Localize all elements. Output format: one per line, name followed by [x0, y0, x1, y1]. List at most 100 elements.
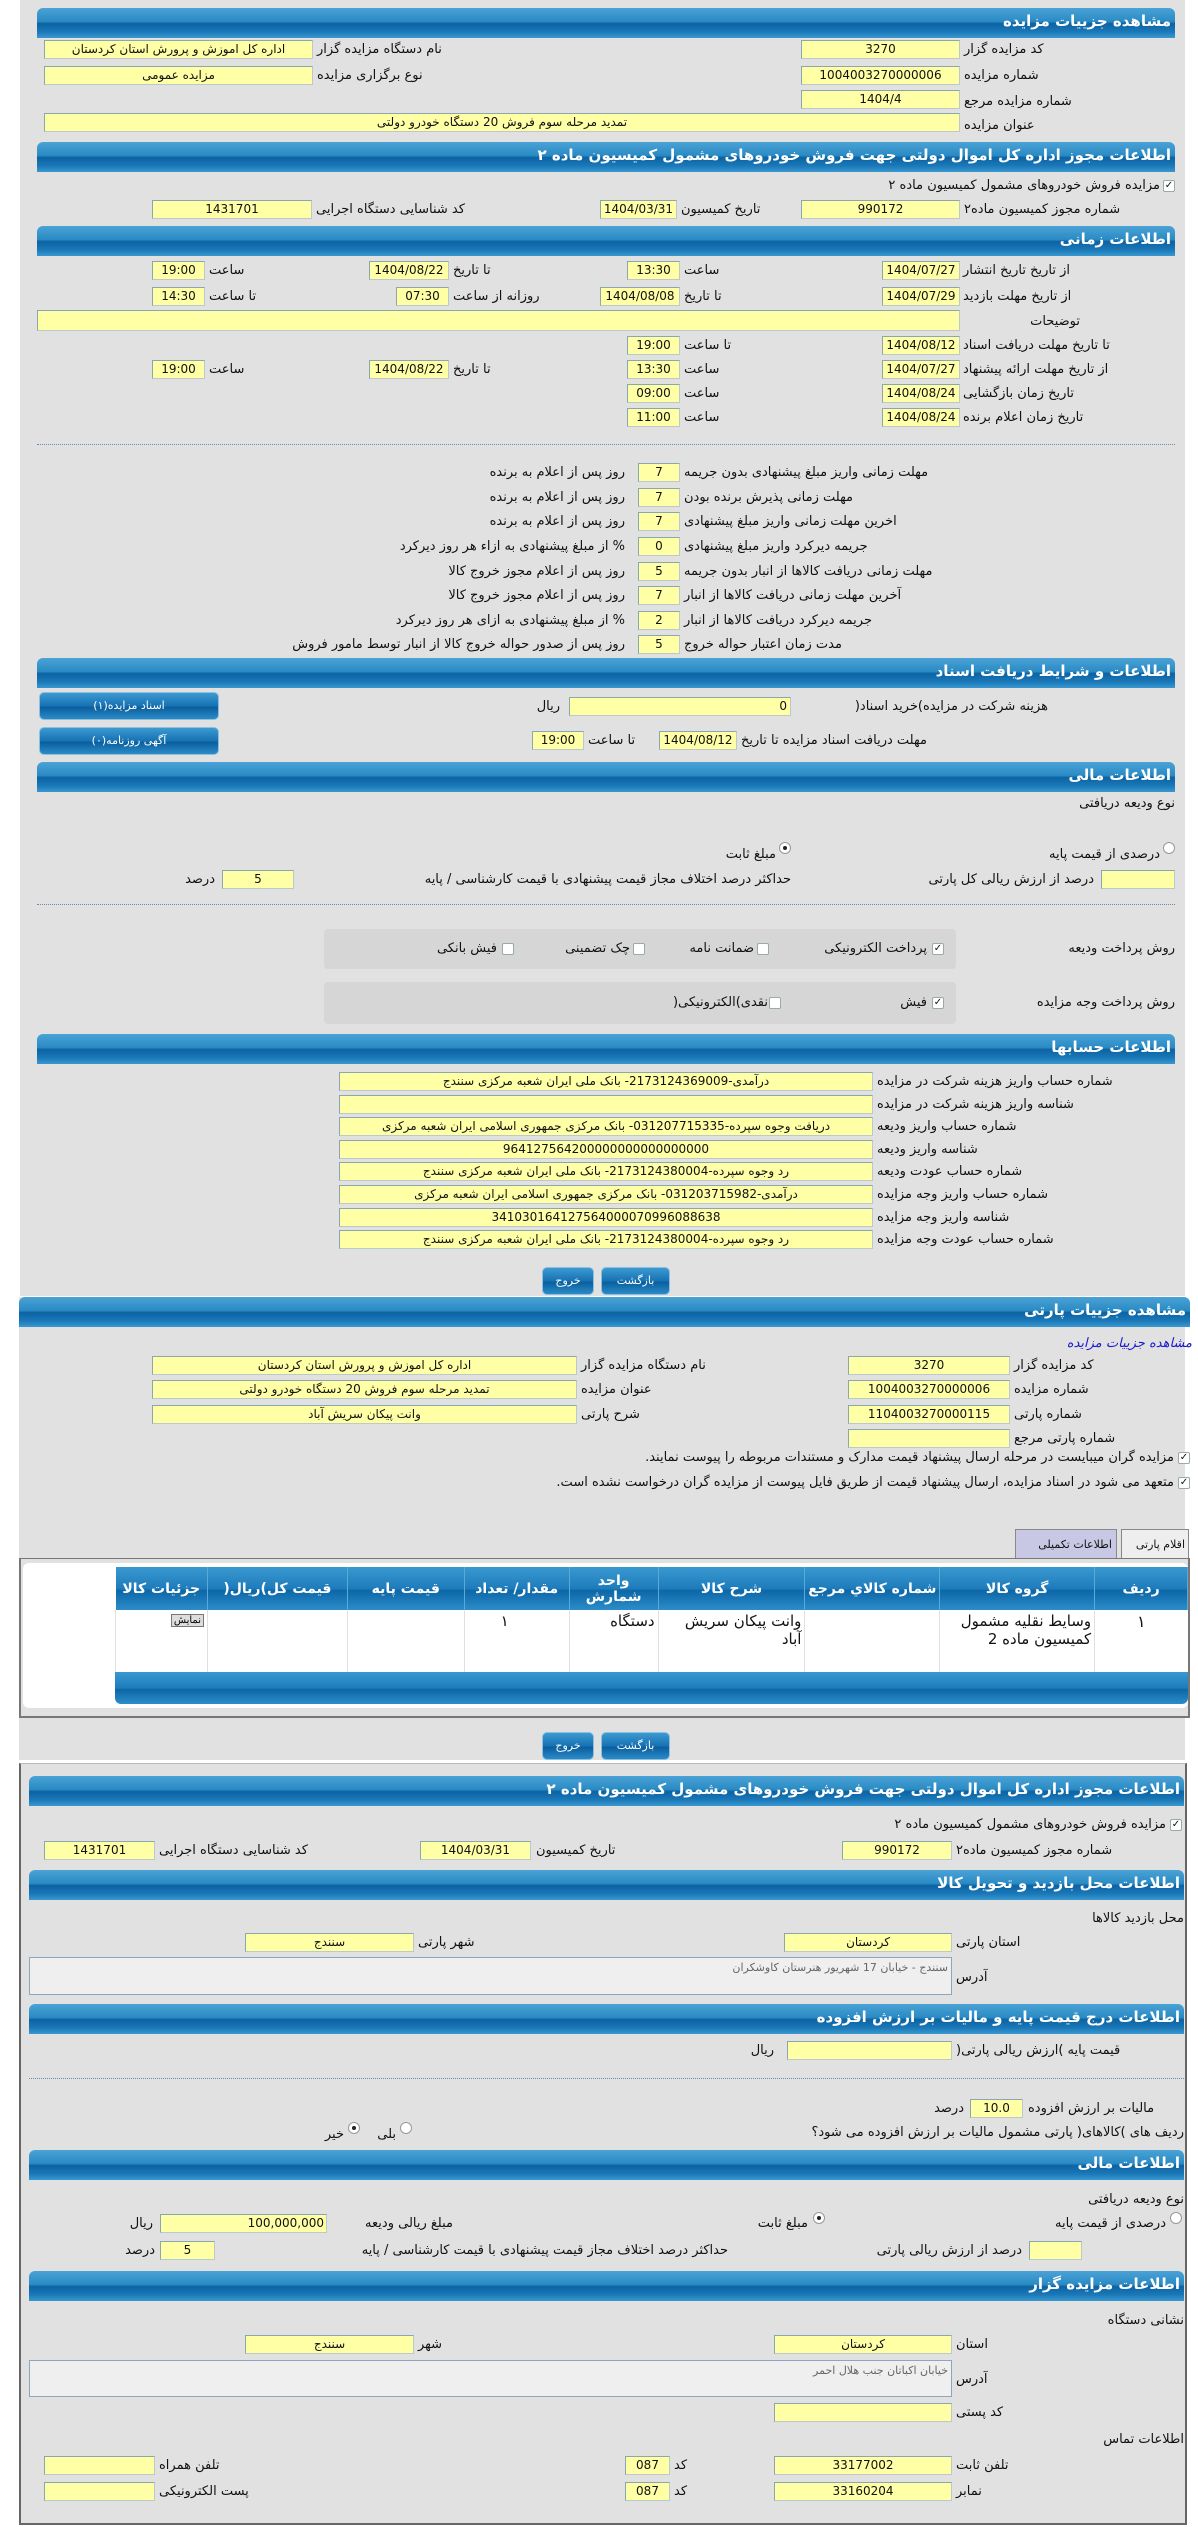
bank-slip-checkbox[interactable] — [502, 943, 514, 955]
hour-label: ساعت — [684, 362, 720, 377]
account-label: شناسه واریز هزینه شرکت در مزایده — [877, 1097, 1074, 1112]
col-group: گروه کالا — [939, 1567, 1096, 1610]
opening-date-field: 1404/08/24 — [882, 384, 960, 403]
lot-details-header: مشاهده جزییات پارتی — [19, 1297, 1190, 1327]
auction-details-link[interactable]: مشاهده جزییات مزایده — [1066, 1336, 1192, 1351]
back-button[interactable]: بازگشت — [601, 1267, 670, 1295]
lot-commission-date-label: تاریخ کمیسیون — [536, 1843, 616, 1858]
lot-address-label: آدرس — [956, 1970, 988, 1985]
fee-field: 0 — [569, 697, 791, 716]
max-diff-label: حداکثر درصد اختلاف مجاز قیمت پیشنهادی با… — [424, 872, 791, 887]
cell-ref — [804, 1610, 940, 1672]
phone-field: 33177002 — [774, 2456, 952, 2475]
newspaper-ad-button[interactable]: آگهی روزنامه(۰) — [39, 727, 219, 755]
tab-extra-info[interactable]: اطلاعات تکمیلی — [1015, 1529, 1117, 1559]
deposit-pay-label: روش پرداخت ودیعه — [1068, 941, 1175, 956]
lot-percent-label: درصد از ارزش ریالی پارتی — [876, 2243, 1022, 2258]
cash-checkbox[interactable] — [769, 997, 781, 1009]
province-field: کردستان — [774, 2335, 952, 2354]
phone-label: تلفن ثابت — [956, 2458, 1009, 2473]
docs-header: اطلاعات و شرایط دریافت اسناد — [37, 658, 1175, 688]
visit-location-label: محل بازدید کالاها — [1092, 1911, 1184, 1926]
lot-fixed-radio[interactable] — [813, 2212, 825, 2224]
deadline-field: 5 — [638, 635, 680, 654]
percent-radio[interactable] — [1163, 842, 1175, 854]
no-attach-checkbox[interactable]: ✓ — [1178, 1477, 1190, 1489]
visit-daily-from-field: 07:30 — [396, 287, 449, 306]
accounts-header: اطلاعات حسابها — [37, 1034, 1175, 1064]
permit-checkbox[interactable]: ✓ — [1163, 180, 1175, 192]
cheque-checkbox[interactable] — [633, 943, 645, 955]
electronic-checkbox[interactable]: ✓ — [932, 943, 944, 955]
cell-qty: ۱ — [463, 1610, 570, 1672]
account-field: رد وجوه سپرده-2173124380004- بانک ملی ای… — [339, 1162, 873, 1181]
deadline-suffix: روز پس از اعلام مجوز خروج کالا — [448, 588, 625, 603]
slip-checkbox[interactable]: ✓ — [932, 997, 944, 1009]
org-field: اداره کل اموزش و پرورش استان کردستان — [44, 40, 313, 59]
permit-no-field: 990172 — [801, 200, 960, 219]
lot-fixed-option: مبلغ ثابت — [757, 2216, 808, 2231]
tab-label: اقلام پارتی — [1135, 1538, 1185, 1551]
postal-label: کد پستی — [956, 2405, 1004, 2420]
max-diff-field: 5 — [222, 870, 294, 889]
guarantee-checkbox[interactable] — [757, 943, 769, 955]
lot-permit-checkbox[interactable]: ✓ — [1170, 1819, 1182, 1831]
lot-province-label: استان پارتی — [956, 1935, 1021, 1950]
show-details-button[interactable]: نمایش — [170, 1614, 204, 1627]
lot-address-field: سنندج - خیابان 17 شهریور هنرستان کاوشکرا… — [29, 1957, 952, 1995]
visit-label: از تاریخ مهلت بازدید — [963, 287, 1071, 307]
back-button[interactable]: بازگشت — [601, 1732, 670, 1760]
auction-pay-label: روش پرداخت وجه مزایده — [1036, 995, 1175, 1010]
vat-no-radio[interactable] — [348, 2122, 360, 2134]
account-field: رد وجوه سپرده-2173124380004- بانک ملی ای… — [339, 1230, 873, 1249]
deadline-suffix: روز پس از اعلام به برنده — [489, 514, 625, 529]
to-date-label: تا تاریخ — [1072, 338, 1110, 353]
vat-field: 10.0 — [970, 2099, 1023, 2118]
cell-total — [206, 1610, 348, 1672]
permit-checkbox-label: مزایده فروش خودروهای مشمول کمیسیون ماده … — [888, 178, 1160, 193]
account-label: شماره حساب عودت ودیعه — [877, 1164, 1023, 1179]
deposit-type-label: نوع ودیعه دریافتی — [1079, 796, 1175, 811]
deadline-label: جریمه دیرکرد دریافت کالاها از انبار — [684, 613, 872, 628]
publish-from-time-field: 13:30 — [627, 261, 680, 280]
account-field: 964127564200000000000000000 — [339, 1140, 873, 1159]
offer-from-time-field: 13:30 — [627, 360, 680, 379]
fixed-radio[interactable] — [779, 842, 791, 854]
deadline-suffix: % از مبلغ پیشنهادی به ازای هر روز دیرکرد — [395, 613, 625, 628]
org-address-title: نشانی دستگاه — [1107, 2313, 1184, 2328]
offer-label: از تاریخ مهلت ارائه پیشنهاد — [963, 360, 1108, 380]
exit-button[interactable]: خروج — [542, 1267, 594, 1295]
tab-lot-items[interactable]: اقلام پارتی — [1121, 1529, 1189, 1559]
attach-docs-checkbox[interactable]: ✓ — [1178, 1452, 1190, 1464]
docs-deadline-label: تا تاریخ مهلت دریافت اسناد — [963, 336, 1110, 356]
cell-desc: وانت پیکان سریش آباد — [657, 1610, 805, 1672]
cell-row: ۱ — [1094, 1610, 1188, 1672]
lot-desc-label: شرح پارتی — [581, 1407, 640, 1422]
deadline-label: اخرین مهلت زمانی واریز مبلغ پیشنهادی — [684, 514, 897, 529]
hour-label: ساعت — [684, 410, 720, 425]
to-hour-label: تا ساعت — [209, 289, 257, 304]
deadline-label: جریمه دیرکرد واریز مبلغ پیشنهادی — [684, 539, 868, 554]
account-field: درآمدی-2173124369009- بانک ملی ایران شعب… — [339, 1072, 873, 1091]
percent-option-label: درصدی از قیمت پایه — [1049, 847, 1160, 862]
to-hour-label: تا ساعت — [588, 733, 636, 748]
city-label: شهر — [418, 2337, 443, 2352]
guarantee-label: ضمانت نامه — [689, 941, 754, 956]
deadline-label: مهلت زمانی پذیرش برنده بودن — [684, 490, 854, 505]
deadline-suffix: روز پس از اعلام به برنده — [489, 490, 625, 505]
percent-field — [1101, 870, 1175, 889]
col-desc: شرح کالا — [658, 1567, 806, 1610]
exit-button[interactable]: خروج — [542, 1732, 594, 1760]
auction-docs-button[interactable]: اسناد مزایده(۱) — [39, 692, 219, 720]
slip-label: فیش — [900, 995, 927, 1010]
vat-yes-radio[interactable] — [400, 2122, 412, 2134]
lot-percent-radio[interactable] — [1170, 2212, 1182, 2224]
table-header-row: ردیف گروه کالا شماره کالاي مرجع شرح کالا… — [115, 1567, 1188, 1610]
lot-subject-label: عنوان مزایده — [581, 1382, 652, 1397]
finance-header: اطلاعات مالی — [37, 762, 1175, 792]
deadline-label: آخرین مهلت زمانی دریافت کالاها از انبار — [684, 588, 902, 603]
auction-subject-field: تمدید مرحله سوم فروش 20 دستگاه خودرو دول… — [44, 113, 960, 132]
divider — [37, 444, 1175, 445]
deadline-field: 7 — [638, 586, 680, 605]
vat-no-label: خیر — [324, 2127, 344, 2142]
